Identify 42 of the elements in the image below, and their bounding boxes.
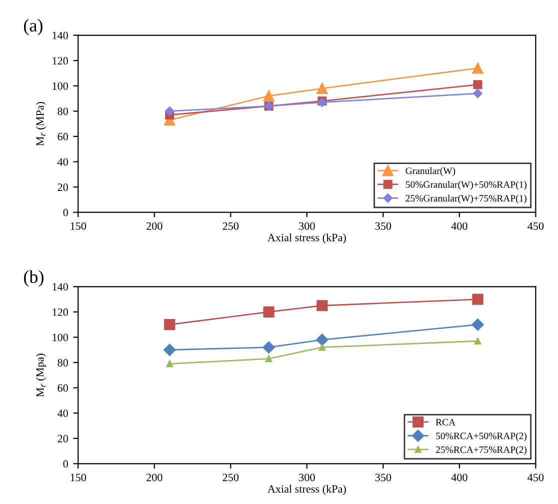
x-tick-label: 250 bbox=[222, 474, 239, 482]
y-tick-label: 120 bbox=[52, 308, 68, 316]
y-axis-title: M$_{r}$ (MPa) bbox=[36, 102, 46, 146]
legend-label: RCA bbox=[436, 418, 456, 426]
legend-label: Granular(W) bbox=[406, 167, 456, 176]
legend-label: 25%RCA+75%RAP(2) bbox=[436, 446, 527, 455]
x-tick-label: 250 bbox=[222, 222, 239, 230]
y-tick-label: 0 bbox=[63, 208, 68, 216]
y-tick-label: 100 bbox=[52, 82, 68, 90]
y-tick-label: 20 bbox=[58, 434, 68, 442]
chart-title: (b) bbox=[24, 270, 44, 287]
x-tick-label: 300 bbox=[299, 222, 315, 230]
x-axis-title: Axial stress (kPa) bbox=[268, 484, 346, 495]
x-tick-label: 200 bbox=[146, 222, 162, 230]
x-tick-label: 400 bbox=[451, 474, 468, 482]
y-tick-label: 0 bbox=[63, 460, 68, 468]
x-tick-label: 150 bbox=[70, 474, 86, 482]
x-tick-label: 400 bbox=[451, 222, 468, 230]
x-tick-label: 350 bbox=[375, 474, 392, 482]
y-tick-label: 140 bbox=[52, 283, 68, 291]
x-tick-label: 200 bbox=[146, 474, 162, 482]
x-tick-label: 450 bbox=[528, 474, 544, 482]
legend-label: 25%Granular(W)+75%RAP(1) bbox=[406, 194, 527, 204]
legend-label: 50%RCA+50%RAP(2) bbox=[436, 432, 527, 442]
x-axis-title: Axial stress (kPa) bbox=[268, 233, 346, 244]
y-tick-label: 140 bbox=[52, 32, 68, 40]
y-axis-title: M$_{r}$ (Mpa) bbox=[36, 354, 46, 397]
y-tick-label: 80 bbox=[58, 108, 68, 116]
legend-label: 50%Granular(W)+50%RAP(1) bbox=[406, 181, 527, 190]
x-tick-label: 300 bbox=[299, 474, 315, 482]
y-tick-label: 80 bbox=[58, 358, 68, 366]
y-tick-label: 60 bbox=[58, 384, 68, 392]
y-tick-label: 60 bbox=[58, 132, 68, 140]
x-tick-label: 350 bbox=[375, 222, 392, 230]
x-tick-label: 150 bbox=[70, 222, 86, 230]
x-tick-label: 450 bbox=[528, 222, 544, 230]
y-tick-label: 100 bbox=[52, 334, 68, 342]
y-tick-label: 40 bbox=[58, 410, 68, 418]
chart-title: (a) bbox=[24, 18, 42, 36]
y-tick-label: 40 bbox=[58, 158, 68, 166]
y-tick-label: 120 bbox=[52, 57, 68, 65]
y-tick-label: 20 bbox=[58, 183, 68, 191]
